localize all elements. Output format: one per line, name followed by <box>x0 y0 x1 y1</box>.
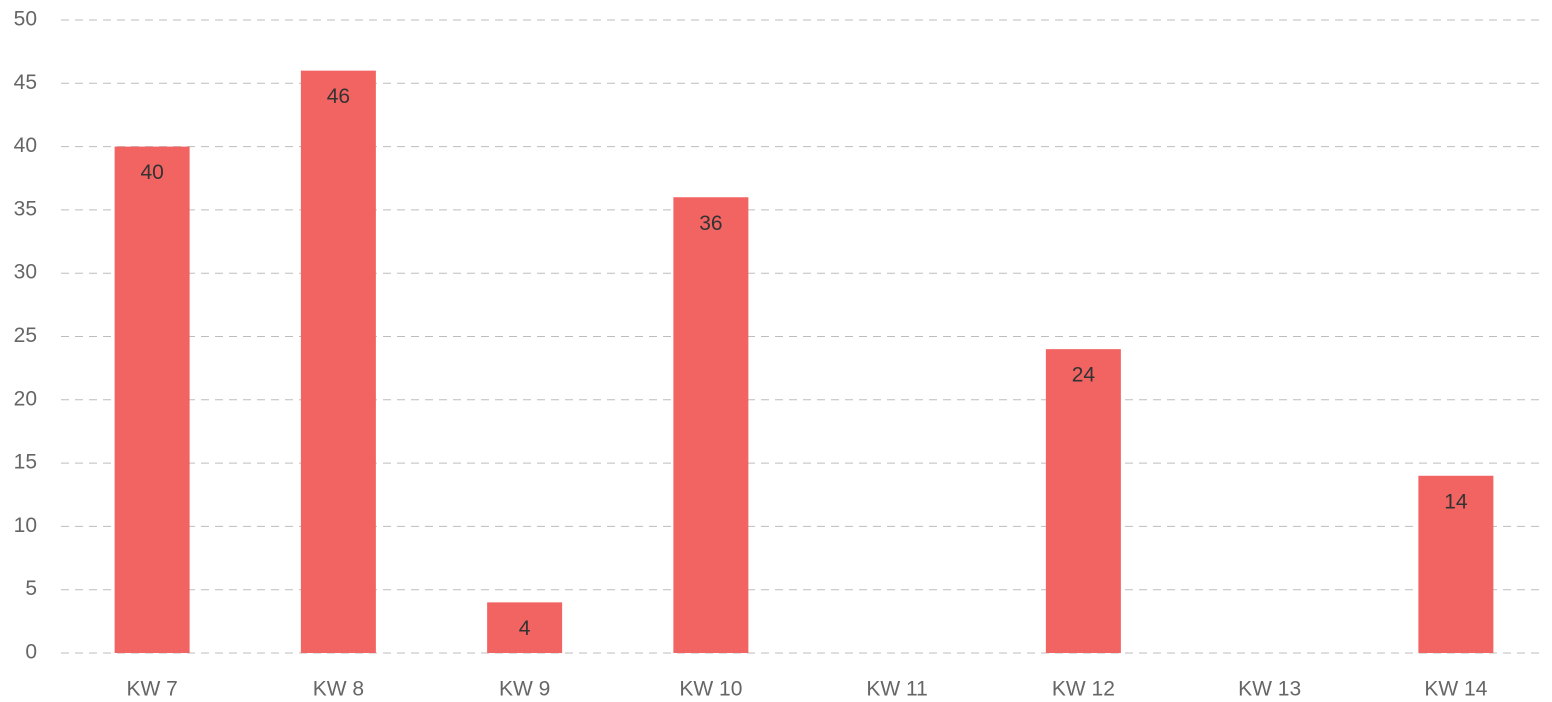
y-tick-label: 15 <box>14 451 37 474</box>
x-tick-label: KW 11 <box>866 678 927 701</box>
y-tick-label: 5 <box>25 577 37 600</box>
y-tick-label: 25 <box>14 324 37 347</box>
x-tick-label: KW 8 <box>313 678 364 701</box>
data-label: 24 <box>1072 364 1096 387</box>
x-tick-label: KW 9 <box>499 678 550 701</box>
y-tick-label: 35 <box>14 197 37 220</box>
bar <box>673 197 749 654</box>
data-label: 36 <box>699 212 722 235</box>
y-tick-label: 20 <box>14 387 37 410</box>
y-tick-label: 40 <box>14 134 37 157</box>
bar <box>1045 349 1121 653</box>
bar <box>114 146 190 653</box>
data-label: 40 <box>140 161 163 184</box>
x-tick-label: KW 10 <box>679 678 742 701</box>
x-tick-label: KW 7 <box>126 678 177 701</box>
data-label: 14 <box>1444 490 1468 513</box>
data-label: 4 <box>519 617 531 640</box>
y-tick-label: 10 <box>14 514 37 537</box>
data-label: 46 <box>327 85 350 108</box>
y-tick-label: 30 <box>14 261 37 284</box>
y-tick-label: 0 <box>25 641 37 664</box>
bar <box>300 70 376 653</box>
y-tick-label: 50 <box>14 8 37 31</box>
x-tick-label: KW 12 <box>1052 678 1115 701</box>
x-tick-label: KW 13 <box>1238 678 1301 701</box>
x-tick-label: KW 14 <box>1424 678 1487 701</box>
bar <box>1418 475 1494 653</box>
y-tick-label: 45 <box>14 71 37 94</box>
bar <box>487 602 563 653</box>
